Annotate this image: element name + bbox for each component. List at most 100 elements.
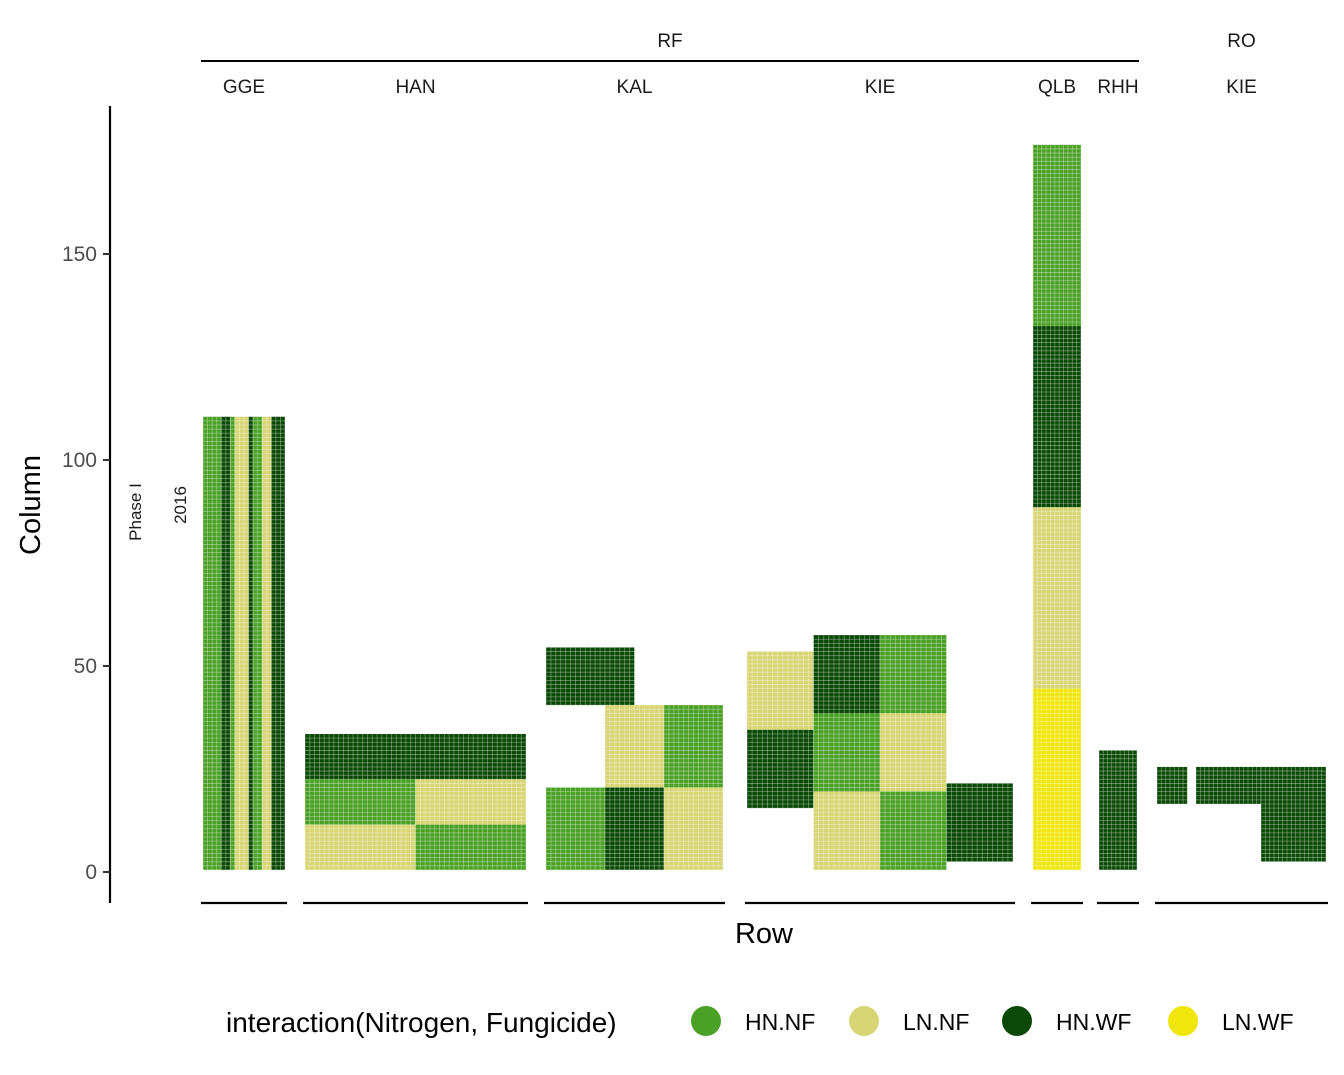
- plot-block: [880, 713, 947, 792]
- plot-grid-pattern: [545, 787, 606, 871]
- facet-panel-label: KIE: [865, 77, 896, 98]
- plot-grid-pattern: [1195, 766, 1262, 805]
- plot-block: [271, 416, 285, 870]
- facet-group-label: RO: [1227, 31, 1256, 52]
- plot-block: [203, 416, 222, 870]
- plot-panels: GGE HAN KAL KIE QLB RHH KIE: [201, 77, 1328, 905]
- plot-block: [747, 651, 814, 730]
- plot-grid-pattern: [879, 713, 947, 793]
- legend-entry-ln-wf: LN.WF: [1168, 1006, 1294, 1036]
- plot-block: [305, 824, 416, 870]
- plot-block: [605, 787, 664, 870]
- facet-panel-label: HAN: [395, 77, 435, 98]
- plot-block: [262, 416, 272, 870]
- legend-key: [849, 1006, 879, 1036]
- y-axis: 0 50 100 150: [62, 106, 112, 903]
- y-tick-label: 50: [74, 655, 97, 678]
- plot-grid-pattern: [415, 779, 527, 826]
- legend-entry-hn-nf: HN.NF: [691, 1006, 815, 1036]
- facet-panel-label: RHH: [1097, 77, 1138, 98]
- plot-block: [747, 729, 814, 809]
- panel-rf-han: HAN: [303, 77, 528, 905]
- plot-block: [415, 824, 526, 870]
- facet-panel-label: KIE: [1226, 77, 1257, 98]
- panel-rf-gge: GGE: [201, 77, 287, 905]
- legend-title: interaction(Nitrogen, Fungicide): [226, 1007, 617, 1038]
- plot-block: [813, 635, 880, 714]
- plot-block: [664, 705, 723, 788]
- facet-row-label-1: Phase I: [126, 483, 145, 541]
- legend-label: HN.NF: [745, 1009, 815, 1035]
- plot-block: [1033, 507, 1081, 689]
- plot-grid-pattern: [1260, 766, 1327, 863]
- plot-grid-pattern: [1098, 750, 1138, 871]
- legend-label: LN.NF: [903, 1009, 969, 1035]
- plot-grid-pattern: [1032, 507, 1082, 690]
- plot-block: [1261, 766, 1326, 862]
- plot-grid-pattern: [1032, 144, 1082, 327]
- plot-grid-pattern: [545, 647, 635, 706]
- facet-row-label-2: 2016: [171, 486, 190, 524]
- plot-grid-pattern: [1032, 326, 1082, 508]
- plot-grid-pattern: [746, 651, 814, 731]
- plot-block: [234, 416, 249, 870]
- panel-rf-kie: KIE: [745, 77, 1015, 905]
- plot-block: [605, 705, 664, 788]
- plot-block: [546, 787, 605, 870]
- facet-panel-label: QLB: [1038, 77, 1076, 98]
- y-tick-label: 100: [62, 449, 97, 472]
- plot-grid-pattern: [813, 791, 881, 871]
- plot-block: [880, 791, 947, 870]
- legend-entry-hn-wf: HN.WF: [1002, 1006, 1131, 1036]
- plot-grid-pattern: [1156, 766, 1188, 805]
- plot-grid-pattern: [415, 824, 527, 871]
- plot-grid-pattern: [663, 705, 724, 788]
- legend-key: [1168, 1006, 1198, 1036]
- plot-grid-pattern: [270, 416, 286, 871]
- plot-block: [230, 416, 235, 870]
- panel-rf-qlb: QLB: [1031, 77, 1083, 905]
- plot-block: [305, 733, 526, 780]
- legend-entry-ln-nf: LN.NF: [849, 1006, 969, 1036]
- plot-block: [813, 791, 880, 870]
- plot-block: [221, 416, 231, 870]
- plot-grid-pattern: [663, 787, 724, 871]
- legend-key: [1002, 1006, 1032, 1036]
- plot-block: [880, 635, 947, 714]
- plot-block: [1033, 326, 1081, 508]
- plot-block: [813, 713, 880, 792]
- plot-block: [1033, 688, 1081, 870]
- panel-ro-kie: KIE: [1155, 77, 1328, 905]
- facet-panel-label: GGE: [223, 77, 265, 98]
- plot-block: [1033, 144, 1081, 327]
- plot-block: [546, 647, 635, 706]
- legend-label: HN.WF: [1056, 1009, 1131, 1035]
- y-tick-label: 0: [85, 861, 97, 884]
- facet-strips: RF RO: [201, 31, 1256, 62]
- plot-grid-pattern: [604, 705, 665, 788]
- y-axis-title: Column: [15, 455, 47, 555]
- panel-rf-kal: KAL: [544, 77, 725, 905]
- plot-block: [1157, 766, 1188, 805]
- plot-block: [1196, 766, 1261, 805]
- plot-block: [248, 416, 254, 870]
- plot-grid-pattern: [813, 635, 881, 714]
- plot-block: [415, 779, 526, 825]
- plot-block: [305, 779, 416, 825]
- facet-panel-label: KAL: [617, 77, 653, 98]
- plot-grid-pattern: [1032, 688, 1082, 871]
- y-tick-label: 150: [62, 243, 97, 266]
- facet-group-label: RF: [657, 31, 682, 52]
- panel-rf-rhh: RHH: [1097, 77, 1139, 905]
- legend: interaction(Nitrogen, Fungicide) HN.NF LN…: [226, 1006, 1294, 1038]
- legend-key: [691, 1006, 721, 1036]
- plot-grid-pattern: [604, 787, 665, 871]
- plot-grid-pattern: [946, 783, 1014, 863]
- plot-grid-pattern: [879, 791, 947, 871]
- plot-block: [946, 783, 1013, 862]
- x-axis-title: Row: [735, 918, 794, 950]
- plot-block: [253, 416, 263, 870]
- plot-grid-pattern: [304, 824, 416, 871]
- legend-label: LN.WF: [1222, 1009, 1294, 1035]
